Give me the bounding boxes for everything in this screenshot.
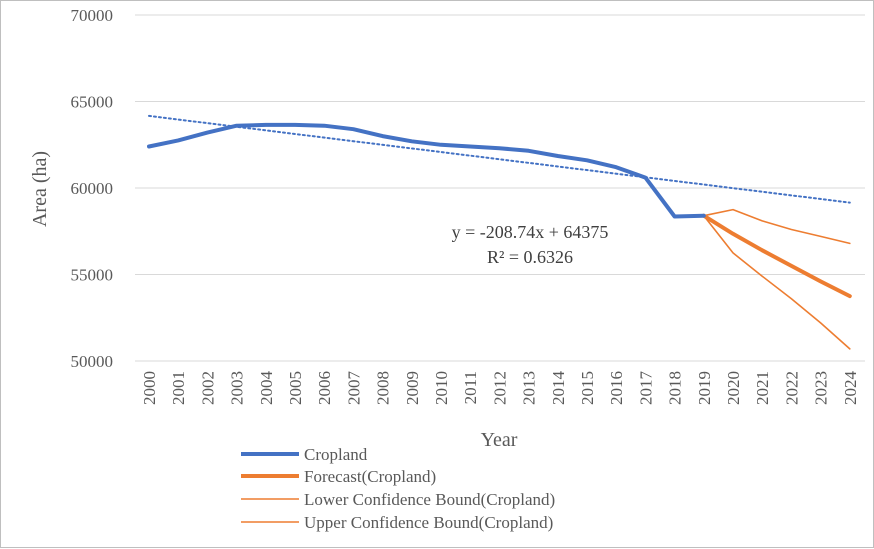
x-tick-label: 2014 — [549, 371, 568, 406]
x-tick-labels: 2000 2001 2002 2003 2004 2005 2006 2007 2008 2009… — [140, 371, 860, 406]
series-layer — [147, 122, 852, 350]
legend-label-lower-bound: Lower Confidence Bound(Cropland) — [304, 490, 555, 509]
trendline — [148, 114, 851, 204]
legend-item-forecast: Forecast(Cropland) — [241, 467, 436, 486]
y-tick-label: 50000 — [71, 352, 114, 371]
x-tick-label: 2012 — [490, 371, 509, 405]
legend-label-cropland: Cropland — [304, 445, 368, 464]
x-tick-label: 2013 — [520, 371, 539, 405]
x-axis-title: Year — [481, 429, 518, 451]
x-tick-label: 2006 — [315, 371, 334, 405]
x-tick-label: 2020 — [724, 371, 743, 405]
series-line-forecast-cropland — [701, 213, 852, 299]
x-tick-label: 2021 — [753, 371, 772, 405]
legend-item-cropland: Cropland — [241, 445, 368, 464]
gridlines — [135, 14, 865, 362]
trendline-r-squared: R² = 0.6326 — [487, 247, 573, 267]
x-tick-label: 2000 — [140, 371, 159, 405]
y-tick-label: 60000 — [71, 179, 114, 198]
legend-label-upper-bound: Upper Confidence Bound(Cropland) — [304, 513, 553, 532]
x-tick-label: 2003 — [228, 371, 247, 405]
legend-item-upper-bound: Upper Confidence Bound(Cropland) — [241, 513, 553, 532]
x-tick-label: 2002 — [198, 371, 217, 405]
x-tick-label: 2009 — [403, 371, 422, 405]
x-tick-label: 2001 — [169, 371, 188, 405]
y-tick-label: 55000 — [71, 266, 114, 285]
x-tick-label: 2007 — [344, 371, 363, 406]
x-tick-label: 2015 — [578, 371, 597, 405]
x-tick-label: 2005 — [286, 371, 305, 405]
x-tick-label: 2023 — [812, 371, 831, 405]
y-tick-labels: 50000 55000 60000 65000 70000 — [71, 6, 114, 371]
y-tick-label: 70000 — [71, 6, 114, 25]
x-tick-label: 2022 — [782, 371, 801, 405]
y-tick-label: 65000 — [71, 93, 114, 112]
x-tick-label: 2018 — [666, 371, 685, 405]
legend-label-forecast: Forecast(Cropland) — [304, 467, 436, 486]
series-line-lower-confidence-bound-cropland — [702, 214, 851, 350]
x-tick-label: 2017 — [636, 371, 655, 406]
x-tick-label: 2019 — [695, 371, 714, 405]
x-tick-label: 2008 — [374, 371, 393, 405]
trendline-layer — [148, 114, 851, 204]
series-line-cropland — [147, 122, 706, 219]
legend-item-lower-bound: Lower Confidence Bound(Cropland) — [241, 490, 555, 509]
x-tick-label: 2011 — [461, 371, 480, 404]
x-tick-label: 2024 — [841, 371, 860, 406]
x-tick-label: 2016 — [607, 371, 626, 405]
trendline-equation: y = -208.74x + 64375 — [452, 222, 609, 242]
x-tick-label: 2004 — [257, 371, 276, 406]
x-tick-label: 2010 — [432, 371, 451, 405]
y-axis-title: Area (ha) — [29, 151, 51, 227]
series-line-upper-confidence-bound-cropland — [702, 208, 851, 245]
legend: Cropland Forecast(Cropland) Lower Confid… — [241, 445, 555, 532]
